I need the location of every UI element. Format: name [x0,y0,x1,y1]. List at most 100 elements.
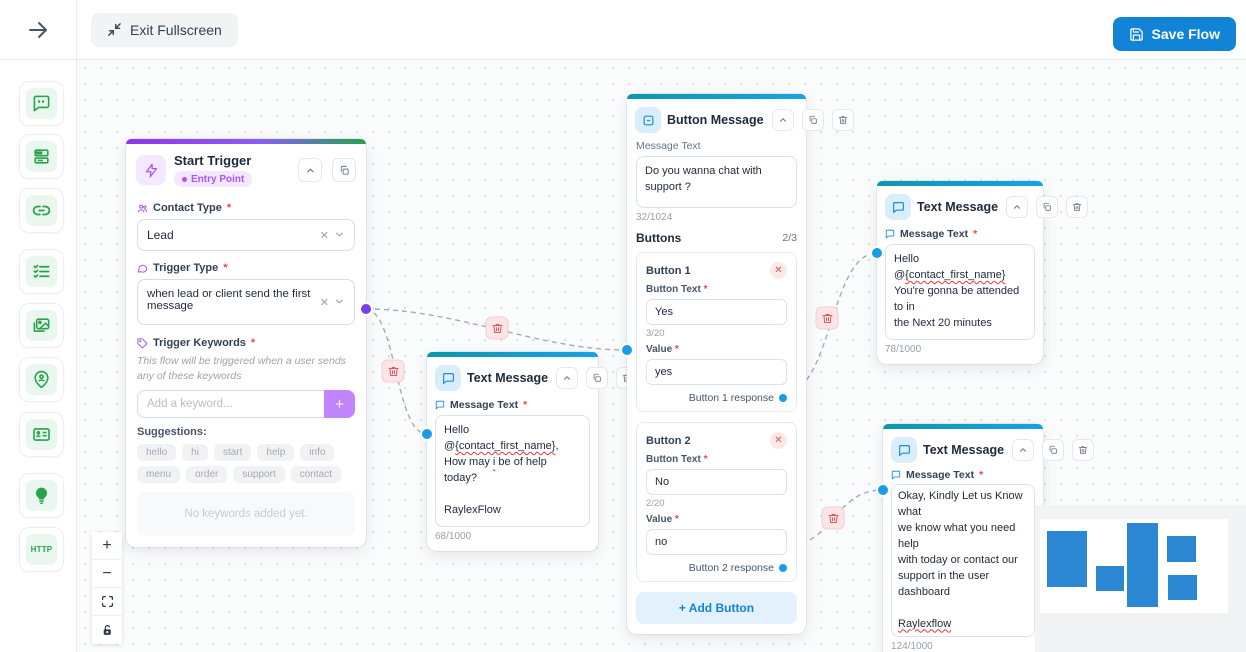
palette-item-location[interactable] [19,357,64,402]
button-name: Button 1 [646,264,691,277]
minimap[interactable] [1035,505,1246,652]
node-text-message-bottom-right[interactable]: Text Message Message Text * Okay, Kindly … [883,424,1095,652]
duplicate-node-button[interactable] [1036,196,1059,218]
edge-delete-button[interactable] [815,306,839,330]
remove-button-icon[interactable]: ✕ [770,432,787,449]
duplicate-node-button[interactable] [332,158,356,182]
node-title: Start Trigger [174,153,252,168]
exit-fullscreen-button[interactable]: Exit Fullscreen [91,12,238,47]
contact-type-select[interactable]: Lead ✕ [137,219,355,251]
lock-canvas-button[interactable] [92,616,122,644]
edge-delete-button[interactable] [381,359,405,383]
add-button-button[interactable]: + Add Button [636,592,797,624]
source-handle-start-trigger[interactable] [361,304,371,314]
target-handle-button-message[interactable] [622,345,632,355]
clear-icon[interactable]: ✕ [319,296,329,309]
add-keyword-button[interactable]: + [324,390,355,419]
node-text-message-center[interactable]: Text Message Message Text * Hello @{conta… [427,352,639,551]
target-handle-text-bottom[interactable] [878,485,888,495]
chat-quote-icon [26,88,57,119]
button-item-2: Button 2 ✕ Button Text * 2/20 Value * Bu… [636,422,797,582]
palette-item-list[interactable] [19,249,64,294]
node-text-message-top-right[interactable]: Text Message Message Text * Hello @{conta… [877,181,1089,364]
collapse-node-button[interactable] [556,367,579,389]
button-value-input[interactable] [646,359,787,385]
edge-delete-button[interactable] [821,506,845,530]
delete-node-button[interactable] [1066,196,1089,218]
contact-type-label: Contact Type * [137,202,355,214]
buttons-count: 2/3 [782,232,797,244]
chevron-down-icon[interactable] [334,296,345,309]
button-value-input[interactable] [646,529,787,555]
fit-view-button[interactable] [92,588,122,616]
remove-button-icon[interactable]: ✕ [770,262,787,279]
suggestion-chip[interactable]: support [233,466,285,484]
duplicate-node-button[interactable] [801,109,824,131]
zoom-in-button[interactable]: + [92,532,122,560]
palette-item-idea[interactable] [19,473,64,518]
message-text-label: Message Text * [435,399,590,411]
http-label: HTTP [30,545,53,554]
collapse-node-button[interactable] [298,158,322,182]
source-handle-button2[interactable] [779,564,787,572]
checklist-icon [26,256,57,287]
map-pin-person-icon [26,364,57,395]
message-text-area[interactable]: Hello @{contact_first_name} You're gonna… [885,244,1035,340]
suggestion-chip[interactable]: hello [137,444,177,462]
save-flow-button[interactable]: Save Flow [1112,17,1236,51]
node-button-message[interactable]: Button Message Message Text Do you wanna… [627,94,854,634]
lightning-bolt-icon [136,155,166,185]
keyword-input[interactable] [137,390,324,419]
minimap-viewport[interactable] [1040,519,1228,613]
collapse-node-button[interactable] [1006,196,1029,218]
delete-node-button[interactable] [831,109,854,131]
suggestion-chip[interactable]: menu [137,466,181,484]
flow-canvas[interactable]: Start Trigger Entry Point Contact Type * … [77,60,1246,652]
source-handle-button1[interactable] [779,394,787,402]
delete-node-button[interactable] [1072,439,1095,461]
save-icon [1129,27,1144,42]
chevron-down-icon[interactable] [334,229,345,242]
button-text-label: Button Text * [646,454,708,465]
char-counter: 3/20 [646,328,665,339]
suggestion-chips: hello hi start help info menu order supp… [137,444,355,484]
palette-item-message[interactable] [19,81,64,126]
node-accent-bar [877,181,1043,186]
duplicate-node-button[interactable] [586,367,609,389]
duplicate-node-button[interactable] [1042,439,1065,461]
palette-item-link[interactable] [19,188,64,233]
tag-icon [137,337,148,349]
contact-type-value: Lead [147,228,174,242]
message-text-area[interactable]: Hello @{contact_first_name}, How may i b… [435,415,590,527]
suggestion-chip[interactable]: hi [182,444,208,462]
clear-icon[interactable]: ✕ [319,229,329,242]
button-text-input[interactable] [646,299,787,325]
palette-item-button-message[interactable] [19,134,64,179]
collapse-node-button[interactable] [1012,439,1035,461]
zoom-out-button[interactable]: − [92,560,122,588]
suggestion-chip[interactable]: start [213,444,252,462]
suggestion-chip[interactable]: contact [290,466,341,484]
suggestion-chip[interactable]: info [300,444,335,462]
suggestion-chip[interactable]: order [186,466,228,484]
message-text-area[interactable]: Do you wanna chat with support ? [636,156,797,208]
target-handle-text-top[interactable] [872,248,882,258]
palette-item-media[interactable] [19,303,64,348]
collapse-sidebar-button[interactable] [26,18,50,42]
badge-dot [182,176,187,182]
target-handle-text-center[interactable] [422,429,432,439]
button-text-input[interactable] [646,469,787,495]
collapse-node-button[interactable] [771,109,794,131]
edge-delete-button[interactable] [485,316,509,340]
message-text-area[interactable]: Okay, Kindly Let us Know what we know wh… [891,484,1035,638]
node-start-trigger[interactable]: Start Trigger Entry Point Contact Type * … [126,139,366,548]
button-text-label: Button Text * [646,284,708,295]
keywords-empty-state: No keywords added yet. [137,492,355,537]
trigger-type-select[interactable]: when lead or client send the first messa… [137,279,355,325]
suggestion-chip[interactable]: help [257,444,295,462]
exit-fullscreen-icon [107,22,122,37]
palette-item-contact-card[interactable] [19,412,64,457]
palette-item-http[interactable]: HTTP [19,527,64,572]
chat-bubble-icon [435,400,445,410]
button-item-1: Button 1 ✕ Button Text * 3/20 Value * Bu… [636,252,797,412]
